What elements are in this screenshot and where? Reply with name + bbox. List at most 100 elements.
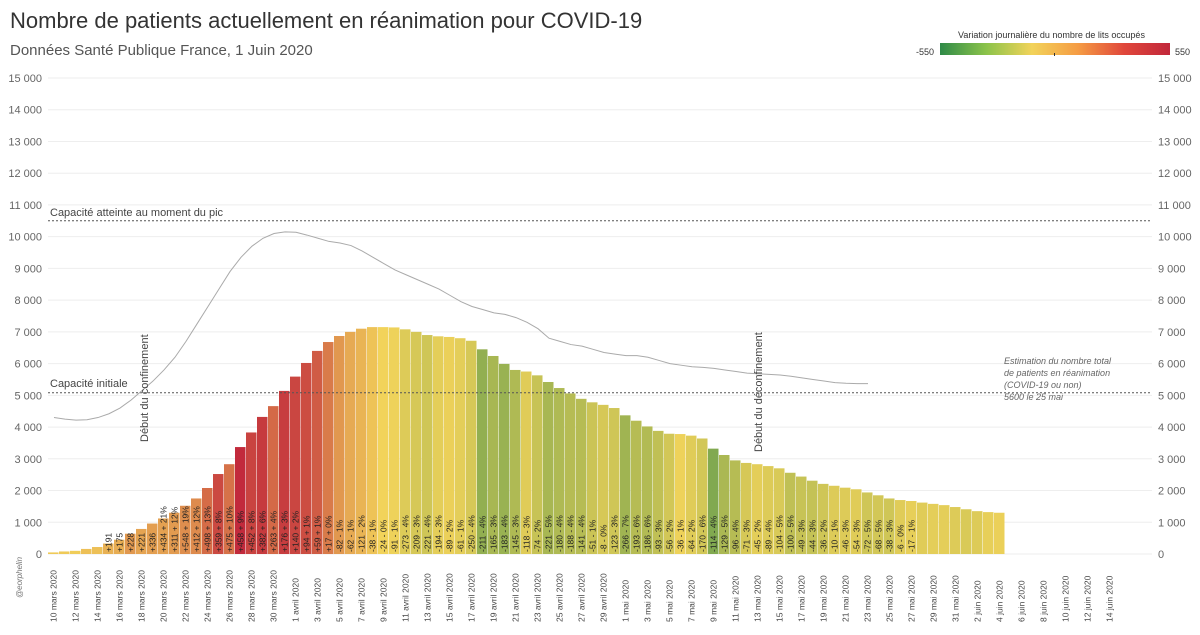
x-date-label: 10 mars 2020	[49, 570, 59, 622]
bar-label: -46 - 3%	[841, 519, 851, 552]
y-tick-right: 0	[1158, 549, 1164, 561]
bar-label: -180 - 4%	[555, 515, 565, 552]
y-tick-right: 11 000	[1158, 200, 1191, 212]
bar-label: -100 - 5%	[786, 515, 796, 552]
bar-label: -45 - 2%	[753, 519, 763, 552]
y-tick-left: 0	[36, 549, 42, 561]
bar	[972, 511, 983, 554]
x-date-label: 11 avril 2020	[401, 574, 411, 622]
bar	[697, 438, 708, 554]
y-tick-right: 1 000	[1158, 517, 1186, 529]
bar	[444, 336, 455, 554]
bar	[147, 523, 158, 554]
bar-label: -193 - 6%	[632, 515, 642, 552]
bar-label: -64 - 2%	[687, 519, 697, 552]
x-date-label: 6 juin 2020	[1017, 580, 1027, 622]
bar	[598, 404, 609, 554]
bar-label: +140 + 2%	[291, 510, 301, 552]
bar-label: +452 + 8%	[247, 510, 257, 552]
legend-zero-marker	[1054, 53, 1055, 56]
bar	[917, 502, 928, 554]
bar	[664, 433, 675, 554]
bar	[400, 329, 411, 554]
bar-label: -114 - 4%	[709, 515, 719, 552]
x-date-label: 14 mars 2020	[93, 570, 103, 622]
x-date-label: 28 mars 2020	[247, 570, 257, 622]
x-date-label: 10 juin 2020	[1061, 575, 1071, 622]
bar-label: +263 + 4%	[269, 510, 279, 552]
bar	[202, 487, 213, 554]
x-date-label: 21 mai 2020	[841, 575, 851, 622]
y-tick-left: 10 000	[8, 232, 42, 244]
x-date-label: 27 avril 2020	[577, 573, 587, 622]
bar-label: -74 - 2%	[533, 519, 543, 552]
bar	[191, 498, 202, 554]
confinement-label: Début du confinement	[139, 334, 151, 442]
bar-label: -118 - 3%	[522, 515, 532, 552]
y-tick-right: 10 000	[1158, 232, 1192, 244]
bar-label: -89 - 2%	[445, 519, 455, 552]
bar	[686, 435, 697, 554]
bar	[367, 327, 378, 554]
x-date-label: 9 mai 2020	[709, 580, 719, 622]
bar	[125, 533, 136, 554]
x-date-label: 21 avril 2020	[511, 573, 521, 622]
bar	[675, 434, 686, 554]
x-date-label: 19 mai 2020	[819, 575, 829, 622]
chart-subtitle: Données Santé Publique France, 1 Juin 20…	[10, 42, 313, 59]
y-tick-left: 5 000	[14, 390, 42, 402]
bar-label: +17 + 0%	[324, 515, 334, 552]
bar	[169, 512, 180, 554]
x-date-label: 20 mars 2020	[159, 570, 169, 622]
bar	[103, 543, 114, 554]
y-tick-left: 3 000	[14, 454, 42, 466]
bar-label: +175	[115, 533, 125, 552]
bar-label: -44 - 3%	[808, 519, 818, 552]
bar	[796, 476, 807, 554]
bar	[807, 480, 818, 554]
capacity-initial-label: Capacité initiale	[50, 378, 128, 390]
bar	[48, 552, 59, 554]
bar-label: -38 - 3%	[885, 519, 895, 552]
bar	[334, 335, 345, 554]
x-date-label: 23 avril 2020	[533, 573, 543, 622]
x-date-label: 25 mai 2020	[885, 575, 895, 622]
bar	[741, 462, 752, 554]
x-date-label: 4 juin 2020	[995, 580, 1005, 622]
bar	[510, 369, 521, 554]
legend-min-label: -550	[916, 47, 935, 57]
bar	[708, 448, 719, 554]
bar-label: +59 + 1%	[313, 515, 323, 552]
x-date-label: 25 avril 2020	[555, 573, 565, 622]
x-date-label: 29 avril 2020	[599, 573, 609, 622]
y-tick-right: 13 000	[1158, 136, 1192, 148]
bar	[521, 371, 532, 554]
bar-label: -24 - 0%	[379, 519, 389, 552]
bar	[136, 528, 147, 554]
bar-label: -36 - 1%	[676, 519, 686, 552]
x-date-label: 11 mai 2020	[731, 576, 741, 622]
bar	[785, 472, 796, 554]
y-tick-right: 3 000	[1158, 454, 1186, 466]
x-date-label: 1 avril 2020	[291, 578, 301, 622]
bar	[224, 464, 235, 554]
bar-label: +548 + 19%	[181, 506, 191, 552]
bar-label: -141 - 4%	[577, 515, 587, 552]
bar	[235, 447, 246, 554]
bar	[345, 331, 356, 554]
bar-label: +382 + 6%	[258, 510, 268, 552]
bar	[323, 342, 334, 554]
y-tick-left: 2 000	[14, 486, 42, 498]
estimate-note-line2: de patients en réanimation	[1004, 368, 1110, 378]
bar-label: -62 - 1%	[346, 519, 356, 552]
bar-label: -6 - 0%	[896, 524, 906, 552]
estimate-note-line4: 5600 le 25 mai	[1004, 392, 1064, 402]
bar-label: +475 + 10%	[225, 506, 235, 552]
y-tick-right: 12 000	[1158, 168, 1192, 180]
bar-label: +412 + 12%	[192, 506, 202, 552]
bar	[70, 550, 81, 554]
bar	[543, 382, 554, 554]
x-date-label: 1 mai 2020	[621, 580, 631, 622]
x-date-label: 13 avril 2020	[423, 573, 433, 622]
